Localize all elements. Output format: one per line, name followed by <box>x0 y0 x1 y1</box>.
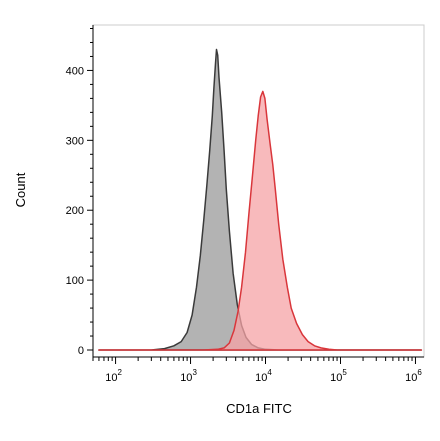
y-tick-label: 200 <box>66 205 84 217</box>
y-tick-label: 300 <box>66 135 84 147</box>
axes: 0 100 200 300 400 102 103 104 105 106 <box>66 24 425 384</box>
plot-area <box>98 48 423 351</box>
y-tick-label: 0 <box>78 345 84 357</box>
x-tick-label: 103 <box>180 368 197 384</box>
y-tick-label: 400 <box>66 65 84 77</box>
x-tick-label: 102 <box>105 368 122 384</box>
histogram-series-2 <box>98 90 423 351</box>
x-tick-label: 105 <box>330 368 347 384</box>
x-tick-label: 106 <box>405 368 422 384</box>
y-axis-title: Count <box>13 172 28 207</box>
x-tick-label: 104 <box>255 368 272 384</box>
x-axis-title: CD1a FITC <box>226 401 292 416</box>
y-tick-label: 100 <box>66 275 84 287</box>
